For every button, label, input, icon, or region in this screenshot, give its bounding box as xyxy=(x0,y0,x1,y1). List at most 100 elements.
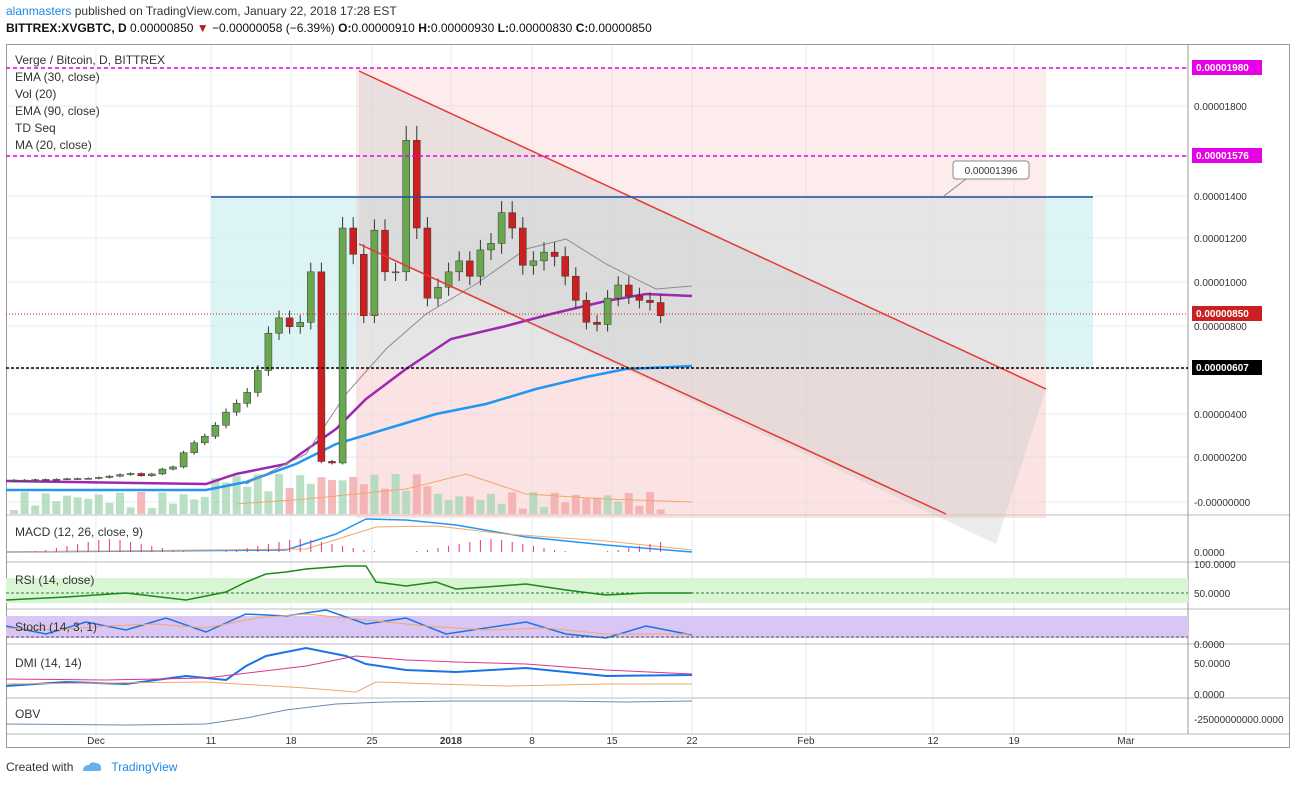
volume-bar xyxy=(402,490,411,514)
candle-body xyxy=(52,478,61,481)
volume-bar xyxy=(285,488,294,514)
price-tag xyxy=(1192,306,1262,321)
candle-body xyxy=(31,479,39,481)
volume-bar xyxy=(497,504,506,514)
low-label: L: xyxy=(497,21,509,35)
high-value: 0.00000930 xyxy=(430,21,495,35)
time-tick-label: 15 xyxy=(606,736,618,747)
candle-body xyxy=(349,227,357,255)
volume-bar xyxy=(582,498,591,514)
volume-bar xyxy=(275,474,283,514)
obv-line xyxy=(6,700,693,726)
candle-body xyxy=(635,295,644,301)
volume-bar xyxy=(10,510,18,514)
tradingview-link[interactable]: TradingView xyxy=(111,760,178,774)
volume-bar xyxy=(508,492,517,514)
candle-body xyxy=(487,243,495,251)
candle-body xyxy=(593,322,601,325)
time-tick-label: Feb xyxy=(797,736,815,747)
candle-body xyxy=(190,442,198,453)
time-tick-label: 18 xyxy=(285,736,297,747)
candle-body xyxy=(625,284,633,297)
candle-body xyxy=(434,286,442,299)
volume-bar xyxy=(465,496,474,514)
ma-20-line xyxy=(245,238,693,485)
risk-zone-low xyxy=(356,368,1046,518)
volume-bar xyxy=(391,474,400,514)
channel-fill xyxy=(359,71,1046,544)
candle-body xyxy=(338,227,347,464)
channel-lower-line xyxy=(358,243,947,515)
created-with-label: Created with xyxy=(6,760,74,774)
close-label: C: xyxy=(575,21,589,35)
candle-body xyxy=(10,479,18,482)
author-link[interactable]: alanmasters xyxy=(6,4,72,18)
candle-body xyxy=(455,260,463,273)
candle-body xyxy=(529,260,538,266)
candle-body xyxy=(73,478,82,480)
candle-body xyxy=(360,254,368,316)
open-label: O: xyxy=(338,21,352,35)
candle-body xyxy=(63,478,71,481)
price-tick-label: 0.00001000 xyxy=(1194,278,1247,289)
price-tag-label: 0.00000607 xyxy=(1196,363,1249,374)
pane-tick-label: 50.0000 xyxy=(1194,659,1231,670)
candle-body xyxy=(95,477,103,479)
macd-signal-line xyxy=(6,525,693,553)
volume-bar xyxy=(158,492,167,514)
volume-bar xyxy=(412,474,421,514)
volume-bar xyxy=(359,484,368,514)
pane-tick-label: 100.0000 xyxy=(1194,560,1236,571)
volume-bar xyxy=(646,492,654,514)
candle-body xyxy=(116,474,124,477)
vol-ma-line xyxy=(235,473,693,505)
candle-body xyxy=(307,271,315,323)
chart-canvas[interactable]: 0.00001396 0.000018000.000014000.0000120… xyxy=(6,44,1290,749)
price-tick-label: 0.00000400 xyxy=(1194,410,1247,421)
last-price: 0.00000850 xyxy=(130,21,194,35)
volume-bar xyxy=(434,493,442,514)
candle-body xyxy=(582,300,591,323)
volume-bar xyxy=(200,496,209,514)
candle-body xyxy=(296,322,304,327)
footer: Created with TradingView xyxy=(6,760,177,774)
time-tick-label: Mar xyxy=(1117,736,1135,747)
candle-body xyxy=(158,468,167,475)
price-tick-label: 0.00001200 xyxy=(1194,234,1247,245)
macd-line xyxy=(6,518,693,553)
candle-body xyxy=(317,271,326,462)
ohlc-line: BITTREX:XVGBTC, D 0.00000850 ▼ −0.000000… xyxy=(6,21,652,35)
candle-body xyxy=(603,297,612,325)
candle-body xyxy=(423,227,432,299)
candle-body xyxy=(222,411,230,426)
volume-bar xyxy=(222,482,230,514)
candle-body xyxy=(656,302,665,316)
stoch-d-line xyxy=(6,613,692,635)
stoch-band xyxy=(6,616,1188,638)
volume-bar xyxy=(370,474,379,514)
rsi-line xyxy=(6,565,692,601)
price-tag-label: 0.00001576 xyxy=(1196,151,1249,162)
price-tag-label: 0.00000850 xyxy=(1196,309,1249,320)
time-tick-label: 12 xyxy=(927,736,939,747)
volume-bar xyxy=(317,477,326,514)
candle-body xyxy=(550,251,559,257)
volume-bar xyxy=(656,509,665,514)
volume-bar xyxy=(243,486,252,514)
time-tick-label: Dec xyxy=(87,736,105,747)
candle-body xyxy=(476,249,485,277)
volume-bar xyxy=(571,494,580,514)
candle-body xyxy=(646,300,654,303)
candle-body xyxy=(497,212,506,244)
candle-body xyxy=(169,466,177,470)
candle-body xyxy=(466,260,474,277)
price-tag xyxy=(1192,360,1262,375)
volume-bar xyxy=(52,501,61,514)
pane-tick-label: 0.0000 xyxy=(1194,640,1225,651)
callout-label: 0.00001396 xyxy=(965,166,1018,177)
symbol-label: BITTREX:XVGBTC, D xyxy=(6,21,127,35)
candle-body xyxy=(370,229,379,316)
candle-body xyxy=(328,461,336,464)
pane-title: DMI (14, 14) xyxy=(15,656,82,670)
volume-bar xyxy=(179,494,188,514)
